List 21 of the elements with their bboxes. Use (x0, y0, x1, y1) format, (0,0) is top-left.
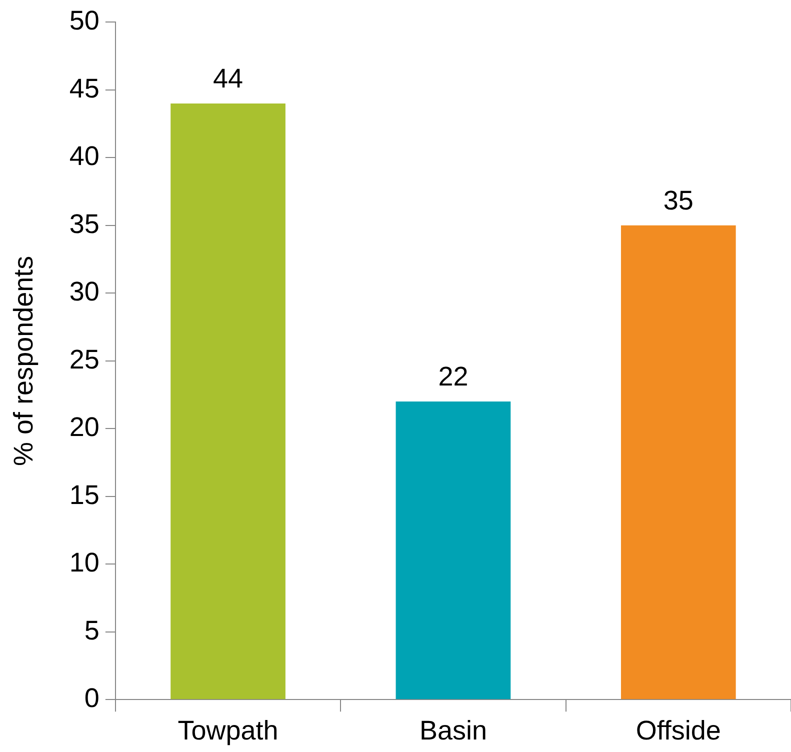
x-tick-label: Offside (636, 715, 721, 746)
y-tick-label: 30 (69, 276, 100, 307)
y-tick-label: 40 (69, 141, 100, 172)
data-label: 44 (213, 63, 244, 94)
data-label: 22 (438, 361, 468, 392)
y-axis-title: % of respondents (8, 256, 39, 466)
data-label: 35 (663, 185, 694, 216)
y-tick-label: 15 (69, 480, 100, 510)
x-tick-label: Towpath (178, 715, 278, 746)
y-tick-label: 5 (84, 615, 100, 646)
bar (396, 402, 511, 700)
x-tick-label: Basin (419, 715, 487, 746)
y-tick-label: 45 (69, 73, 100, 104)
y-tick-label: 35 (69, 208, 100, 239)
y-tick-label: 0 (84, 683, 100, 714)
bar (620, 225, 736, 700)
y-tick-label: 25 (69, 344, 100, 374)
bar (170, 103, 286, 700)
y-tick-label: 10 (69, 548, 100, 578)
y-tick-label: 50 (69, 6, 100, 36)
y-tick-label: 20 (69, 412, 100, 442)
